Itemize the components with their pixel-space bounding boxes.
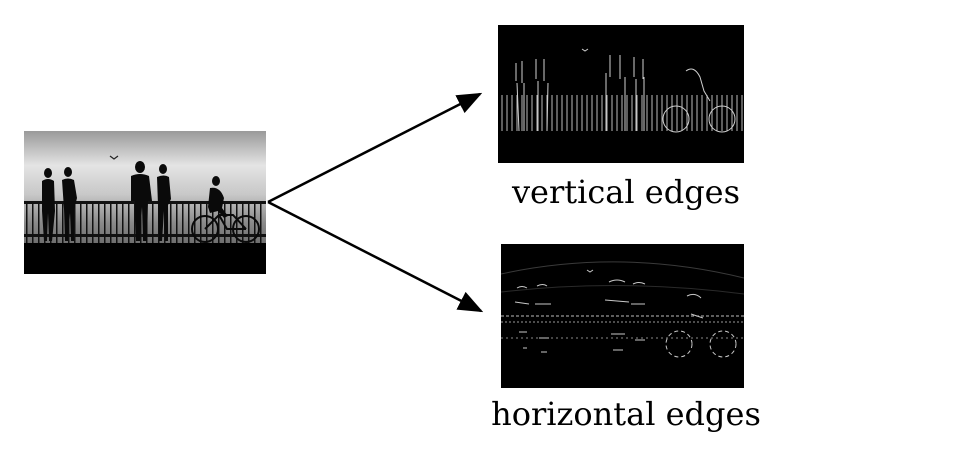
vertical-edge-figures [515,48,736,133]
vertical-edge-image [498,25,744,163]
arrow-to-horizontal [267,200,484,313]
arrow-to-vertical [267,92,483,204]
bicycle-silhouette [191,214,260,243]
ground [24,243,266,274]
caption-vertical-edges: vertical edges [511,173,741,211]
horizontal-edge-lines [501,261,744,339]
horizontal-edge-image [501,244,744,388]
source-image [24,131,266,274]
people-silhouettes [42,161,228,241]
bird-silhouette [109,155,119,160]
caption-horizontal-edges: horizontal edges [491,395,761,433]
horizontal-edge-figures [514,269,737,358]
